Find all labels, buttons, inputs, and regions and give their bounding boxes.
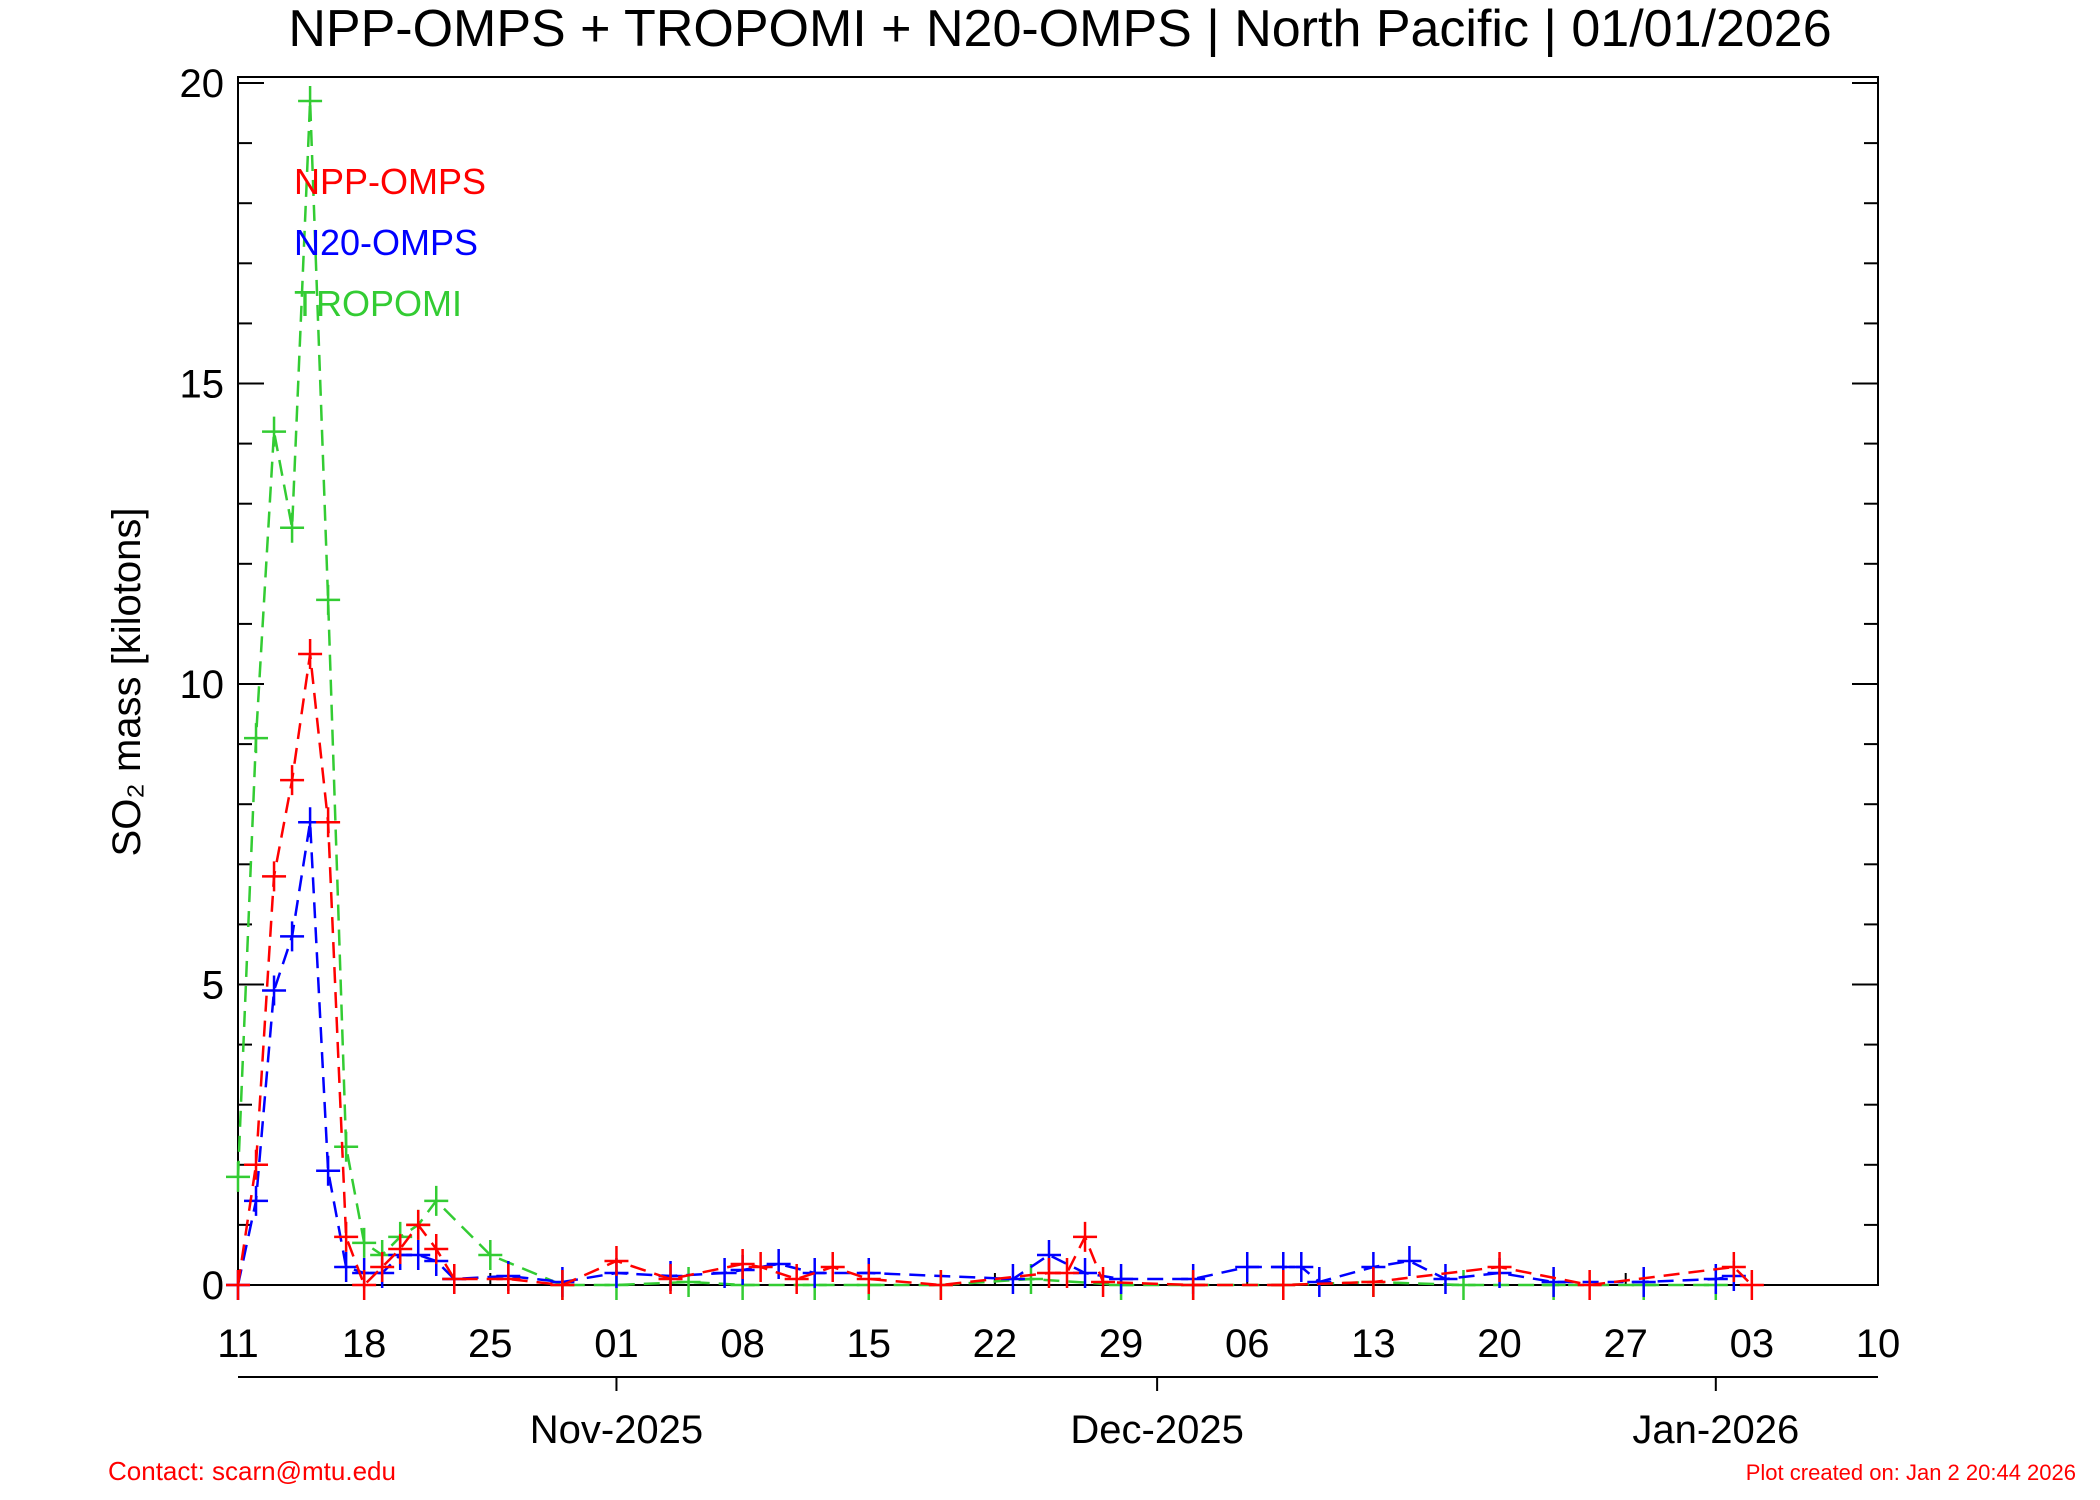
marker	[1109, 1263, 1134, 1294]
marker	[298, 638, 323, 669]
x-tick-label: 15	[847, 1322, 892, 1366]
x-tick-label: 01	[594, 1322, 639, 1366]
contact: Contact: scarn@mtu.edu	[108, 1456, 396, 1486]
marker	[244, 723, 269, 754]
marker	[388, 1233, 413, 1264]
month-label: Jan-2026	[1632, 1408, 1799, 1452]
marker	[1739, 1270, 1764, 1300]
marker	[280, 765, 305, 796]
marker	[316, 1155, 341, 1186]
marker	[316, 807, 341, 838]
y-tick-label: 15	[180, 363, 225, 407]
month-label: Nov-2025	[530, 1408, 703, 1452]
x-tick-label: 27	[1603, 1322, 1648, 1366]
marker	[802, 1257, 827, 1288]
marker	[1271, 1270, 1296, 1300]
y-tick-label: 20	[180, 62, 225, 106]
marker	[820, 1251, 845, 1282]
marker	[262, 975, 287, 1006]
marker	[1073, 1221, 1098, 1252]
x-tick-label: 29	[1099, 1322, 1144, 1366]
marker	[424, 1233, 449, 1264]
marker	[784, 1263, 809, 1294]
marker	[604, 1245, 629, 1276]
series-line	[236, 653, 1753, 1288]
y-tick-label: 10	[180, 663, 225, 707]
marker	[1541, 1266, 1566, 1297]
x-tick-label: 06	[1225, 1322, 1270, 1366]
marker	[1721, 1251, 1746, 1282]
marker	[334, 1251, 359, 1282]
marker	[766, 1248, 791, 1279]
x-tick-label: 25	[468, 1322, 513, 1366]
legend-entry: N20-OMPS	[294, 222, 478, 263]
x-tick-label: 11	[217, 1322, 259, 1366]
x-tick-label: 22	[973, 1322, 1018, 1366]
marker	[226, 1161, 250, 1192]
marker	[1577, 1270, 1602, 1300]
created-note: Plot created on: Jan 2 20:44 2026	[1746, 1460, 2076, 1485]
marker	[334, 1131, 359, 1162]
y-tick-label: 0	[202, 1264, 224, 1308]
marker	[442, 1263, 467, 1294]
marker	[262, 861, 287, 892]
marker	[550, 1270, 575, 1300]
marker	[676, 1266, 701, 1297]
marker	[424, 1185, 449, 1216]
marker	[1451, 1270, 1476, 1300]
x-tick-label: 08	[720, 1322, 765, 1366]
marker	[712, 1257, 737, 1288]
marker	[1091, 1266, 1116, 1297]
legend-entry: NPP-OMPS	[294, 161, 486, 202]
marker	[1631, 1266, 1656, 1297]
marker	[496, 1263, 521, 1294]
marker	[1289, 1251, 1314, 1282]
marker	[1307, 1266, 1332, 1297]
marker	[334, 1221, 359, 1252]
marker	[928, 1270, 953, 1300]
marker	[280, 512, 305, 543]
x-tick-label: 10	[1856, 1322, 1901, 1366]
x-tick-label: 20	[1477, 1322, 1522, 1366]
chart-title: NPP-OMPS + TROPOMI + N20-OMPS | North Pa…	[288, 0, 1831, 58]
marker	[856, 1263, 881, 1294]
marker	[1433, 1263, 1458, 1294]
marker	[748, 1251, 773, 1282]
marker	[352, 1227, 377, 1258]
marker	[1235, 1251, 1260, 1282]
marker	[406, 1239, 431, 1270]
marker	[244, 1149, 269, 1180]
marker	[478, 1239, 503, 1270]
series-line	[236, 822, 1735, 1286]
marker	[244, 1185, 269, 1216]
marker	[352, 1270, 377, 1300]
marker	[406, 1209, 431, 1240]
legend-entry: TROPOMI	[294, 283, 462, 324]
x-tick-label: 13	[1351, 1322, 1396, 1366]
marker	[658, 1263, 683, 1294]
plot-frame	[237, 76, 1879, 1286]
month-label: Dec-2025	[1070, 1408, 1243, 1452]
marker	[370, 1251, 395, 1282]
marker	[1055, 1257, 1080, 1288]
y-tick-label: 5	[202, 964, 224, 1008]
x-tick-label: 03	[1730, 1322, 1775, 1366]
series-line	[236, 100, 1716, 1287]
marker	[730, 1248, 755, 1279]
marker	[226, 1270, 250, 1300]
marker	[316, 584, 341, 615]
marker	[280, 921, 305, 952]
y-axis-label: SO₂ mass [kilotons]	[105, 508, 149, 857]
marker	[1487, 1251, 1512, 1282]
marker	[1397, 1245, 1422, 1276]
marker	[1361, 1266, 1386, 1297]
marker	[1181, 1270, 1206, 1300]
x-tick-label: 18	[342, 1322, 387, 1366]
marker	[298, 86, 323, 117]
marker	[262, 416, 287, 447]
